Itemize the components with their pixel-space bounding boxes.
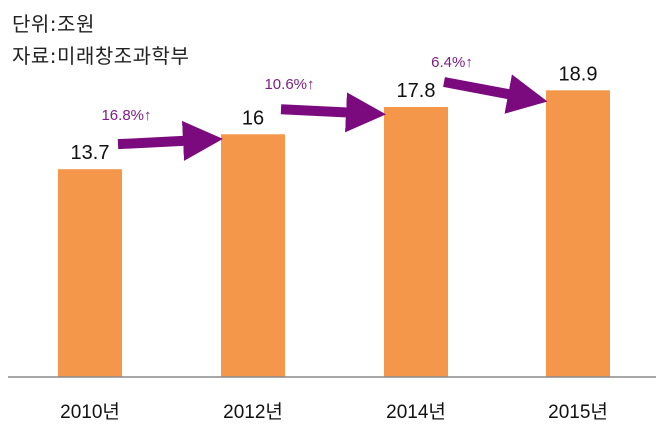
value-label-0: 13.7	[71, 142, 110, 164]
growth-arrow-0	[117, 120, 223, 161]
value-label-2: 17.8	[397, 80, 436, 102]
value-label-3: 18.9	[559, 63, 598, 85]
growth-arrow-1	[280, 92, 386, 133]
growth-label-2: 6.4%↑	[431, 54, 473, 71]
bar-0	[58, 169, 122, 377]
growth-label-0: 16.8%↑	[101, 107, 151, 124]
category-label-2: 2014년	[386, 401, 446, 423]
unit-note: 단위:조원	[12, 12, 95, 36]
value-label-1: 16	[242, 107, 264, 129]
bar-2	[384, 106, 448, 378]
category-label-1: 2012년	[223, 401, 283, 423]
category-label-0: 2010년	[60, 401, 120, 423]
growth-arrow-2	[443, 74, 548, 114]
bar-1	[221, 134, 285, 377]
bar-3	[546, 90, 610, 378]
source-note: 자료:미래창조과학부	[12, 44, 190, 68]
growth-label-1: 10.6%↑	[264, 76, 314, 93]
category-label-3: 2015년	[548, 401, 608, 423]
